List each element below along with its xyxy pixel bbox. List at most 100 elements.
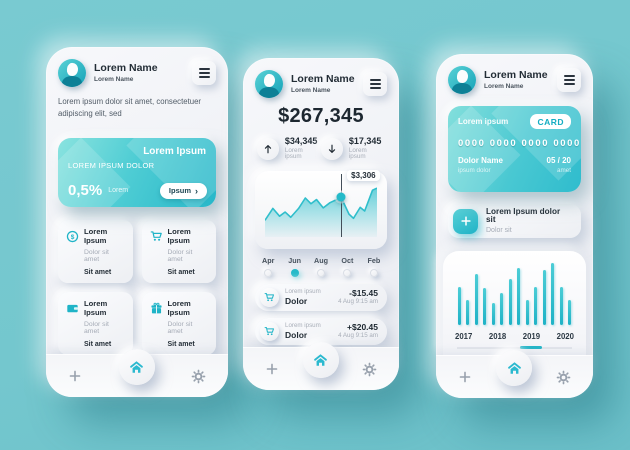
income-text: $34,345 Lorem ipsum xyxy=(285,137,321,161)
coin-icon: $ xyxy=(66,230,79,242)
expense-button[interactable] xyxy=(321,137,343,160)
bar-chart xyxy=(455,263,574,325)
card-number: 0000 0000 0000 0000 xyxy=(458,138,581,149)
card-expiry: 05 / 20 xyxy=(546,156,571,165)
transaction-label: Lorem ipsum xyxy=(285,287,321,295)
year-label-2017[interactable]: 2017 xyxy=(455,332,473,341)
plus-icon xyxy=(459,371,471,383)
bar[interactable] xyxy=(534,286,537,325)
card-expiry-block: 05 / 20 amet xyxy=(547,157,571,174)
radio-dot[interactable] xyxy=(290,268,299,277)
income-expense-row: $34,345 Lorem ipsum $17,345 Lorem ipsum xyxy=(255,137,387,161)
transaction-row[interactable]: Lorem ipsum Dolor -$15.45 4 Aug 9:15 am xyxy=(255,283,387,311)
settings-button[interactable] xyxy=(556,370,571,385)
month-option-oct[interactable]: Oct xyxy=(334,256,360,277)
chart-marker-line xyxy=(341,173,343,237)
month-option-feb[interactable]: Feb xyxy=(361,256,387,277)
expense-text: $17,345 Lorem ipsum xyxy=(349,137,385,161)
promo-action-button[interactable]: Ipsum › xyxy=(159,182,207,199)
expense-amount: $17,345 xyxy=(348,136,382,146)
transaction-row[interactable]: Lorem ipsum Dolor +$20.45 4 Aug 9:15 am xyxy=(255,317,387,345)
month-option-apr[interactable]: Apr xyxy=(255,256,281,277)
year-label-2019[interactable]: 2019 xyxy=(522,332,541,341)
bar[interactable] xyxy=(475,274,478,325)
user-subtitle: Lorem Name xyxy=(291,86,331,94)
user-avatar[interactable] xyxy=(58,59,86,87)
bar[interactable] xyxy=(483,287,486,325)
income-stat[interactable]: $34,345 Lorem ipsum xyxy=(257,137,321,161)
home-button[interactable] xyxy=(302,342,339,378)
transaction-name: Dolor xyxy=(285,295,308,306)
bar-group xyxy=(557,263,574,325)
promo-rate: 0,5% xyxy=(68,182,103,199)
arrow-down-icon xyxy=(328,144,336,153)
user-avatar[interactable] xyxy=(448,66,476,94)
radio-dot[interactable] xyxy=(343,268,352,277)
grid-card-coin[interactable]: $ Lorem Ipsum Dolor sit amet Sit amet xyxy=(58,220,133,283)
add-row-subtitle: Dolor sit xyxy=(486,227,512,235)
year-label-gap xyxy=(472,332,489,341)
hamburger-menu-button[interactable] xyxy=(557,68,581,92)
credit-card[interactable]: Lorem ipsum CARD 0000 0000 0000 0000 Dol… xyxy=(448,106,581,192)
income-button[interactable] xyxy=(257,137,279,160)
grid-card-gift[interactable]: Lorem Ipsum Dolor sit amet Sit amet xyxy=(141,292,216,355)
bar[interactable] xyxy=(509,279,512,325)
month-option-aug[interactable]: Aug xyxy=(308,256,334,277)
transaction-meta: +$20.45 4 Aug 9:15 am xyxy=(338,323,378,340)
promo-title: Lorem Ipsum xyxy=(143,145,206,157)
promo-card[interactable]: Lorem Ipsum LOREM IPSUM DOLOR 0,5% Lorem… xyxy=(58,137,216,207)
home-icon xyxy=(314,353,327,366)
grid-card-wallet[interactable]: Lorem Ipsum Dolor sit amet Sit amet xyxy=(58,292,133,355)
radio-dot[interactable] xyxy=(264,268,273,277)
year-label-2020[interactable]: 2020 xyxy=(556,332,574,341)
hamburger-menu-button[interactable] xyxy=(363,72,387,96)
add-card-button[interactable] xyxy=(453,208,478,234)
radio-dot[interactable] xyxy=(369,268,378,277)
chart-marker-dot[interactable] xyxy=(336,192,346,202)
radio-dot[interactable] xyxy=(317,268,326,277)
transaction-name: Dolor xyxy=(285,329,308,340)
bar-group xyxy=(523,263,540,325)
bar[interactable] xyxy=(551,263,554,325)
grid-card-cart[interactable]: Lorem Ipsum Dolor sit amet Sit amet xyxy=(141,220,216,283)
bar[interactable] xyxy=(500,292,503,325)
year-label-2018[interactable]: 2018 xyxy=(488,332,507,341)
add-card-row[interactable]: Lorem Ipsum dolor sit Dolor sit xyxy=(448,204,581,238)
expense-stat[interactable]: $17,345 Lorem ipsum xyxy=(321,137,385,161)
bar[interactable] xyxy=(526,300,529,325)
home-button[interactable] xyxy=(118,349,155,385)
add-button[interactable] xyxy=(265,362,279,376)
year-label-gap xyxy=(540,332,557,341)
add-button[interactable] xyxy=(68,369,82,383)
bar[interactable] xyxy=(560,286,563,325)
home-button[interactable] xyxy=(496,350,532,386)
bottom-nav xyxy=(46,349,228,397)
settings-button[interactable] xyxy=(191,369,206,384)
bar[interactable] xyxy=(543,270,546,325)
bar-group xyxy=(540,263,557,325)
promo-button-label: Ipsum xyxy=(168,186,191,195)
bar[interactable] xyxy=(517,267,520,325)
selected-year-indicator[interactable] xyxy=(519,346,542,349)
bar-group xyxy=(455,263,472,325)
month-label: Aug xyxy=(314,255,328,265)
bottom-nav xyxy=(243,342,399,390)
gift-icon xyxy=(150,302,162,313)
grid-card-title: Lorem Ipsum xyxy=(84,227,108,245)
bar[interactable] xyxy=(458,286,461,325)
bar[interactable] xyxy=(492,302,495,325)
transaction-meta: -$15.45 4 Aug 9:15 am xyxy=(338,289,378,306)
home-icon xyxy=(130,360,143,373)
area-chart-card[interactable]: $3,306 xyxy=(255,169,387,249)
feature-grid: $ Lorem Ipsum Dolor sit amet Sit amet Lo… xyxy=(58,220,216,355)
user-avatar[interactable] xyxy=(255,70,283,98)
month-option-jun[interactable]: Jun xyxy=(281,256,307,277)
transaction-amount: +$20.45 xyxy=(347,321,378,332)
plus-icon xyxy=(69,370,81,382)
user-name: Lorem Name xyxy=(484,69,548,81)
settings-button[interactable] xyxy=(362,362,377,377)
add-button[interactable] xyxy=(458,370,472,384)
hamburger-menu-button[interactable] xyxy=(192,61,216,85)
bar[interactable] xyxy=(466,300,469,325)
bar[interactable] xyxy=(568,300,571,325)
